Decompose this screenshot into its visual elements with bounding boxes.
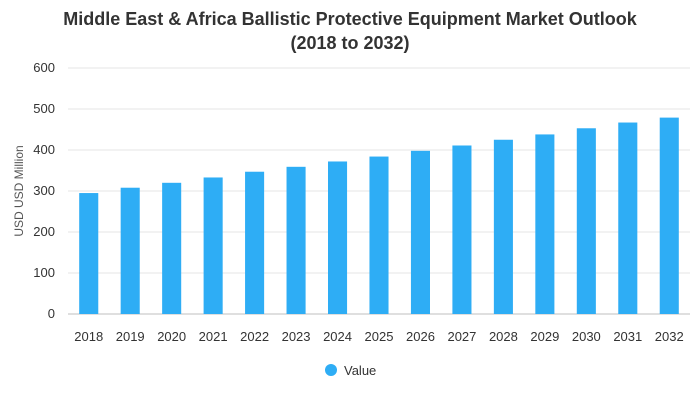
bar-2020 <box>162 182 182 314</box>
y-tick-label: 300 <box>33 183 55 198</box>
x-tick-label: 2020 <box>157 329 186 344</box>
y-tick-label: 100 <box>33 265 55 280</box>
x-tick-label: 2026 <box>406 329 435 344</box>
x-tick-label: 2027 <box>447 329 476 344</box>
x-tick-label: 2024 <box>323 329 352 344</box>
bar-2022 <box>245 171 265 314</box>
y-tick-label: 600 <box>33 60 55 75</box>
bar-2027 <box>452 145 472 314</box>
bar-2023 <box>286 166 306 314</box>
y-axis-label: USD USD Million <box>12 145 26 236</box>
chart-title-line-1: Middle East & Africa Ballistic Protectiv… <box>63 9 637 29</box>
bar-2028 <box>493 139 513 314</box>
bar-2019 <box>120 187 140 314</box>
bar-2031 <box>618 122 638 314</box>
x-tick-label: 2030 <box>572 329 601 344</box>
y-axis-ticks: 0 100 200 300 400 500 600 <box>33 60 55 321</box>
bar-2018 <box>79 193 99 314</box>
bar-2029 <box>535 134 555 314</box>
x-tick-label: 2025 <box>365 329 394 344</box>
bar-2026 <box>410 150 430 314</box>
chart-title-line-2: (2018 to 2032) <box>290 33 409 53</box>
y-tick-label: 200 <box>33 224 55 239</box>
x-tick-label: 2031 <box>613 329 642 344</box>
y-tick-label: 400 <box>33 142 55 157</box>
x-tick-label: 2023 <box>282 329 311 344</box>
bars <box>79 117 679 314</box>
bar-2021 <box>203 177 223 314</box>
legend-marker-value <box>325 364 337 376</box>
x-tick-label: 2028 <box>489 329 518 344</box>
x-tick-label: 2032 <box>655 329 684 344</box>
legend: Value <box>325 363 376 378</box>
x-tick-label: 2019 <box>116 329 145 344</box>
y-tick-label: 500 <box>33 101 55 116</box>
x-tick-label: 2022 <box>240 329 269 344</box>
bar-2032 <box>659 117 679 314</box>
x-tick-label: 2018 <box>74 329 103 344</box>
x-tick-label: 2029 <box>530 329 559 344</box>
y-tick-label: 0 <box>48 306 55 321</box>
x-tick-label: 2021 <box>199 329 228 344</box>
x-axis-ticks: 2018 2019 2020 2021 2022 2023 2024 2025 2026 2027… <box>74 329 683 344</box>
legend-label-value: Value <box>344 363 376 378</box>
bar-2024 <box>328 161 348 314</box>
bar-2030 <box>576 128 596 314</box>
bar-2025 <box>369 156 389 314</box>
